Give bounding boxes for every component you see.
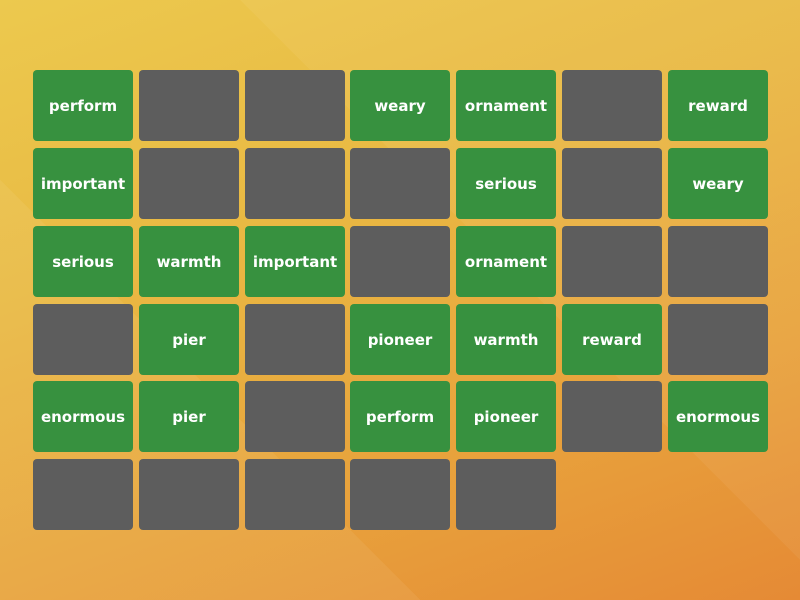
card-face-down[interactable] (33, 304, 133, 375)
card-face-down[interactable] (139, 148, 239, 219)
card-word: weary (374, 96, 426, 115)
card-face-up[interactable]: weary (350, 70, 450, 141)
card-face-down[interactable] (562, 226, 662, 297)
card-face-up[interactable]: reward (562, 304, 662, 375)
card-word: pioneer (473, 407, 539, 426)
card-face-up[interactable]: serious (33, 226, 133, 297)
card-word: enormous (675, 407, 761, 426)
card-face-up[interactable]: warmth (456, 304, 556, 375)
card-face-up[interactable]: enormous (668, 381, 768, 452)
card-face-up[interactable]: pier (139, 381, 239, 452)
card-face-down[interactable] (139, 459, 239, 530)
card-face-down[interactable] (668, 304, 768, 375)
card-word: pier (172, 407, 206, 426)
card-face-down[interactable] (245, 459, 345, 530)
card-word: enormous (40, 407, 126, 426)
card-word: pier (172, 330, 206, 349)
card-face-up[interactable]: ornament (456, 226, 556, 297)
card-face-down[interactable] (245, 304, 345, 375)
card-face-down[interactable] (668, 226, 768, 297)
card-face-down[interactable] (350, 148, 450, 219)
card-word: reward (582, 330, 642, 349)
card-face-down[interactable] (350, 226, 450, 297)
card-face-down[interactable] (350, 459, 450, 530)
card-word: ornament (464, 252, 548, 271)
card-word: warmth (473, 330, 539, 349)
card-word: warmth (156, 252, 222, 271)
card-face-up[interactable]: weary (668, 148, 768, 219)
card-face-down[interactable] (245, 148, 345, 219)
card-face-down[interactable] (33, 459, 133, 530)
card-word: important (252, 252, 338, 271)
card-face-down[interactable] (456, 459, 556, 530)
card-face-up[interactable]: important (33, 148, 133, 219)
card-face-up[interactable]: enormous (33, 381, 133, 452)
card-face-up[interactable]: pioneer (456, 381, 556, 452)
card-word: serious (475, 174, 537, 193)
card-word: important (40, 174, 126, 193)
card-face-up[interactable]: ornament (456, 70, 556, 141)
card-face-down[interactable] (562, 70, 662, 141)
card-face-down[interactable] (245, 70, 345, 141)
card-face-down[interactable] (245, 381, 345, 452)
card-face-up[interactable]: pier (139, 304, 239, 375)
card-face-up[interactable]: important (245, 226, 345, 297)
card-word: weary (692, 174, 744, 193)
card-face-up[interactable]: pioneer (350, 304, 450, 375)
card-face-up[interactable]: perform (33, 70, 133, 141)
card-word: serious (52, 252, 114, 271)
card-face-down[interactable] (562, 381, 662, 452)
card-face-up[interactable]: reward (668, 70, 768, 141)
card-word: pioneer (367, 330, 433, 349)
card-face-up[interactable]: warmth (139, 226, 239, 297)
card-word: perform (48, 96, 118, 115)
card-face-down[interactable] (562, 148, 662, 219)
card-face-up[interactable]: serious (456, 148, 556, 219)
card-word: ornament (464, 96, 548, 115)
card-face-up[interactable]: perform (350, 381, 450, 452)
card-face-down[interactable] (139, 70, 239, 141)
card-word: reward (688, 96, 748, 115)
card-word: perform (365, 407, 435, 426)
